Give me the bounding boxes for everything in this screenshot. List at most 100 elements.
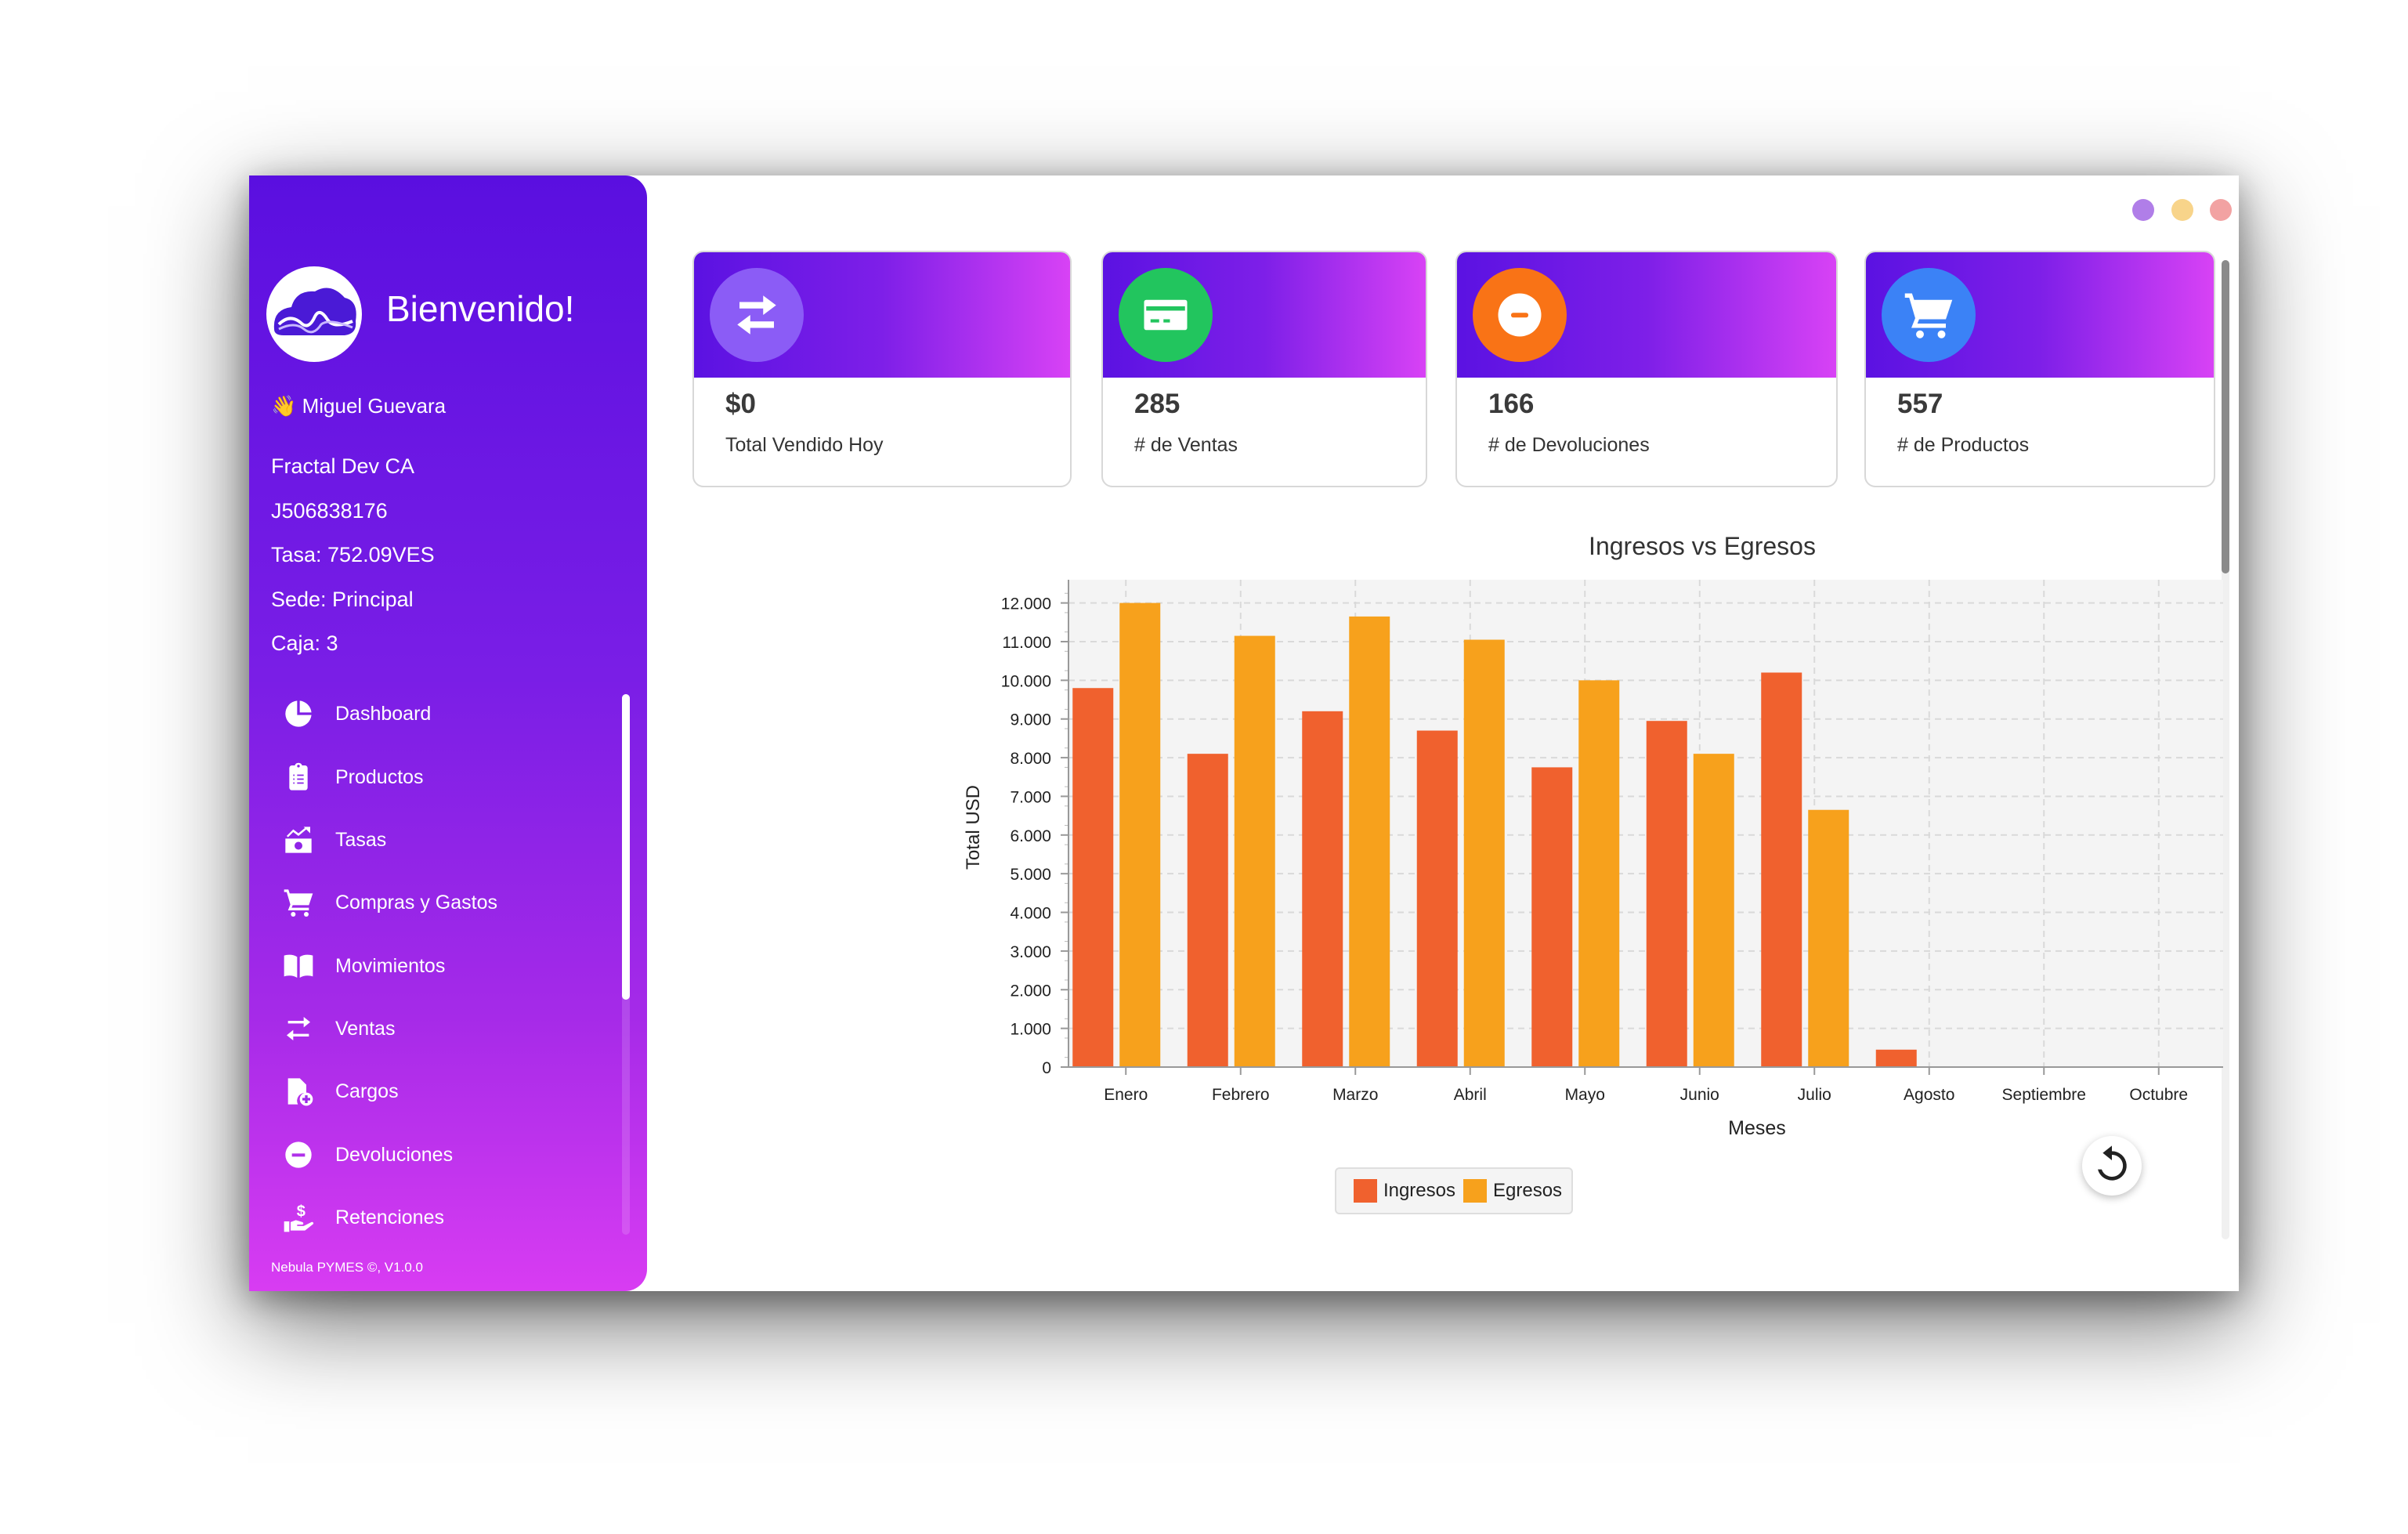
- window-control-red[interactable]: [2210, 199, 2232, 221]
- minus-circle-icon: [280, 1137, 316, 1173]
- main-scrollbar[interactable]: [2222, 260, 2229, 1239]
- sidebar-scroll-thumb[interactable]: [622, 694, 630, 1000]
- x-tick-label: Octubre: [2129, 1086, 2188, 1104]
- sidebar-item-label: Retenciones: [335, 1206, 444, 1228]
- bar-ingresos-marzo[interactable]: [1302, 711, 1343, 1067]
- bar-egresos-abril[interactable]: [1463, 639, 1505, 1067]
- x-axis: Enero Febrero Marzo Abril Mayo Junio Julio Agos…: [1068, 1066, 2223, 1104]
- bar-ingresos-julio[interactable]: [1761, 672, 1802, 1067]
- card-value: 557: [1897, 389, 1943, 419]
- sidebar-item-label: Compras y Gastos: [335, 891, 498, 914]
- legend-swatch-egresos: [1463, 1179, 1487, 1203]
- window-control-yellow[interactable]: [2171, 199, 2193, 221]
- y-tick-label: 4.000: [1010, 905, 1051, 923]
- bar-egresos-marzo[interactable]: [1349, 616, 1390, 1067]
- welcome-title: Bienvenido!: [386, 288, 575, 329]
- app-window: Bienvenido! 👋 Miguel Guevara Fractal Dev…: [249, 175, 2239, 1291]
- bar-egresos-febrero[interactable]: [1234, 635, 1275, 1067]
- y-axis: 0 1.000 2.000 3.000 4.000 5.000 6.000 7.000 8.00…: [1001, 580, 1069, 1077]
- card-ventas: 285 # de Ventas: [1101, 251, 1427, 487]
- card-icon-circle: [710, 268, 804, 362]
- sidebar-item-productos[interactable]: Productos: [280, 755, 617, 799]
- sidebar-item-compras[interactable]: Compras y Gastos: [280, 881, 617, 924]
- sidebar-item-ventas[interactable]: Ventas: [280, 1007, 617, 1051]
- card-total-vendido: $0 Total Vendido Hoy: [692, 251, 1072, 487]
- register: Caja: 3: [271, 631, 338, 655]
- y-tick-label: 1.000: [1010, 1021, 1051, 1039]
- card-label: # de Devoluciones: [1488, 434, 1650, 456]
- x-tick-label: Marzo: [1332, 1086, 1378, 1104]
- x-tick-label: Junio: [1680, 1086, 1719, 1104]
- card-devoluciones: 166 # de Devoluciones: [1455, 251, 1838, 487]
- y-tick-label: 0: [1042, 1059, 1051, 1077]
- y-tick-label: 6.000: [1010, 827, 1051, 845]
- bar-ingresos-agosto[interactable]: [1875, 1049, 1917, 1067]
- legend-label-egresos: Egresos: [1493, 1180, 1563, 1201]
- bar-egresos-enero[interactable]: [1119, 602, 1161, 1067]
- hand-dollar-icon: $: [280, 1199, 316, 1236]
- main-scroll-thumb[interactable]: [2222, 260, 2229, 573]
- x-tick-label: Julio: [1798, 1086, 1831, 1104]
- minus-circle-icon: [1498, 293, 1542, 337]
- card-icon-circle: [1119, 268, 1213, 362]
- sidebar-item-label: Tasas: [335, 828, 387, 851]
- sidebar-item-label: Devoluciones: [335, 1143, 454, 1166]
- money-chart-icon: [280, 822, 316, 858]
- bar-ingresos-febrero[interactable]: [1187, 754, 1228, 1067]
- sidebar-item-label: Productos: [335, 765, 424, 788]
- credit-card-icon: [1144, 299, 1188, 331]
- company-rif: J506838176: [271, 499, 388, 523]
- card-label: # de Productos: [1897, 434, 2030, 456]
- bar-ingresos-enero[interactable]: [1072, 688, 1114, 1067]
- swap-arrows-icon: [280, 1011, 316, 1047]
- sidebar-item-dashboard[interactable]: Dashboard: [280, 692, 617, 736]
- x-tick-label: Febrero: [1212, 1086, 1270, 1104]
- cart-icon: [280, 885, 316, 921]
- sidebar-item-cargos[interactable]: Cargos: [280, 1069, 617, 1113]
- bar-ingresos-mayo[interactable]: [1531, 767, 1573, 1067]
- y-tick-label: 5.000: [1010, 866, 1051, 884]
- legend-label-ingresos: Ingresos: [1383, 1180, 1455, 1201]
- window-control-purple[interactable]: [2132, 199, 2154, 221]
- bar-egresos-junio[interactable]: [1693, 754, 1734, 1067]
- sidebar-item-label: Dashboard: [335, 702, 432, 725]
- bar-egresos-mayo[interactable]: [1578, 680, 1620, 1067]
- cart-icon: [1904, 293, 1953, 338]
- refresh-button[interactable]: [2082, 1136, 2142, 1196]
- card-icon-circle: [1473, 268, 1567, 362]
- app-logo: [266, 266, 362, 362]
- y-tick-label: 2.000: [1010, 982, 1051, 1000]
- y-tick-label: 7.000: [1010, 788, 1051, 806]
- sidebar-item-movimientos[interactable]: Movimientos: [280, 944, 617, 988]
- x-tick-label: Septiembre: [2002, 1086, 2086, 1104]
- bar-egresos-julio[interactable]: [1808, 809, 1849, 1067]
- x-tick-label: Agosto: [1904, 1086, 1954, 1104]
- swap-arrows-icon: [737, 295, 776, 335]
- sidebar-scrollbar[interactable]: [622, 694, 630, 1235]
- card-value: 285: [1134, 389, 1180, 419]
- card-label: Total Vendido Hoy: [725, 434, 884, 456]
- x-axis-label: Meses: [1728, 1117, 1786, 1139]
- bars: [1072, 602, 1917, 1067]
- user-name: 👋 Miguel Guevara: [271, 394, 447, 418]
- exchange-rate: Tasa: 752.09VES: [271, 543, 435, 566]
- app-version: Nebula PYMES ©, V1.0.0: [271, 1260, 423, 1275]
- sidebar-item-label: Cargos: [335, 1080, 399, 1102]
- sidebar-item-devoluciones[interactable]: Devoluciones: [280, 1133, 617, 1177]
- clipboard-icon: [280, 759, 316, 795]
- card-icon-circle: [1882, 268, 1976, 362]
- bar-ingresos-abril[interactable]: [1416, 730, 1458, 1067]
- bar-ingresos-junio[interactable]: [1646, 721, 1687, 1067]
- sidebar-item-retenciones[interactable]: $ Retenciones: [280, 1196, 617, 1239]
- file-plus-icon: [280, 1073, 316, 1109]
- y-tick-label: 8.000: [1010, 750, 1051, 768]
- y-tick-label: 10.000: [1001, 672, 1051, 690]
- sidebar-item-tasas[interactable]: Tasas: [280, 818, 617, 862]
- y-tick-label: 9.000: [1010, 711, 1051, 729]
- company-name: Fractal Dev CA: [271, 454, 415, 478]
- legend-swatch-ingresos: [1353, 1179, 1377, 1203]
- card-value: $0: [725, 389, 756, 419]
- book-icon: [280, 948, 316, 984]
- y-tick-label: 3.000: [1010, 943, 1051, 961]
- svg-text:$: $: [297, 1203, 306, 1220]
